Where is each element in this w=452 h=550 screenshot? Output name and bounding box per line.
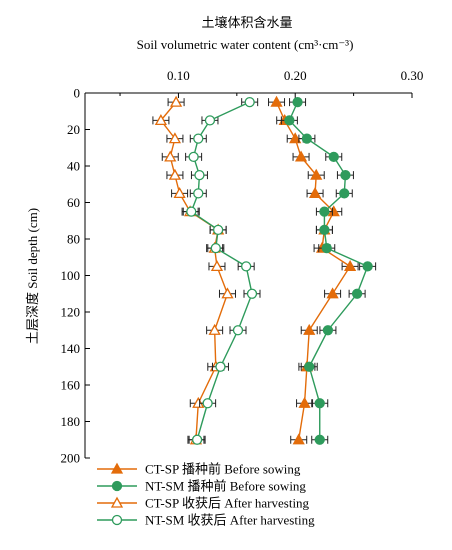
chart-title-cn: 土壤体积含水量 bbox=[201, 15, 292, 30]
data-point bbox=[193, 188, 204, 199]
series-2 bbox=[280, 96, 377, 445]
data-point bbox=[210, 260, 224, 272]
data-point bbox=[208, 323, 221, 335]
data-point bbox=[304, 361, 315, 372]
legend-entry: NT-SM 收获后 After harvesting bbox=[97, 513, 315, 528]
data-point bbox=[310, 168, 323, 180]
data-point bbox=[340, 169, 351, 181]
data-point bbox=[191, 434, 203, 445]
y-tick-label: 0 bbox=[74, 86, 81, 101]
y-axis-label: 土层深度 Soil depth (cm) bbox=[25, 208, 40, 344]
y-tick-label: 60 bbox=[67, 195, 80, 210]
data-point bbox=[303, 323, 316, 335]
series-4 bbox=[182, 96, 261, 445]
data-point bbox=[294, 150, 308, 162]
data-point bbox=[321, 242, 332, 254]
data-point bbox=[319, 224, 330, 236]
y-tick-label: 180 bbox=[61, 414, 81, 429]
axes-group: 0.10 0.20 0.30 0 20 40 60 80 100 120 140 160 180 200 bbox=[61, 68, 424, 466]
data-point bbox=[173, 187, 186, 199]
data-point bbox=[339, 188, 350, 199]
legend-label: NT-SM 收获后 After harvesting bbox=[145, 513, 315, 528]
data-point bbox=[244, 96, 255, 108]
data-point bbox=[270, 95, 283, 107]
legend-label: NT-SM 播种前 Before sowing bbox=[145, 479, 306, 494]
data-point bbox=[204, 115, 216, 126]
legend-label: CT-SP 收获后 After harvesting bbox=[145, 496, 310, 511]
legend-marker bbox=[111, 514, 123, 526]
data-point bbox=[202, 398, 213, 409]
y-tick-label: 100 bbox=[61, 268, 81, 283]
data-point bbox=[215, 361, 226, 372]
data-point bbox=[154, 114, 168, 126]
legend-entry: CT-SP 播种前 Before sowing bbox=[97, 462, 301, 477]
data-point bbox=[326, 287, 339, 299]
y-tick-label: 160 bbox=[61, 378, 81, 393]
data-point bbox=[168, 132, 182, 144]
data-point bbox=[169, 95, 183, 107]
data-point bbox=[284, 115, 295, 126]
legend-entry: NT-SM 播种前 Before sowing bbox=[97, 479, 306, 494]
data-point bbox=[301, 133, 313, 144]
series-1 bbox=[268, 95, 359, 445]
data-point bbox=[194, 169, 205, 181]
data-point bbox=[193, 133, 204, 144]
data-point bbox=[362, 261, 373, 272]
data-point bbox=[210, 242, 221, 254]
chart-title-en: Soil volumetric water content (cm³·cm⁻³) bbox=[137, 37, 354, 52]
data-point bbox=[212, 224, 224, 236]
data-point bbox=[292, 96, 303, 108]
data-point bbox=[186, 206, 197, 217]
y-tick-label: 140 bbox=[61, 341, 81, 356]
data-point bbox=[322, 325, 334, 336]
y-tick-label: 120 bbox=[61, 305, 81, 320]
data-point bbox=[289, 132, 302, 144]
data-point bbox=[188, 151, 199, 163]
data-point bbox=[343, 260, 357, 272]
legend: CT-SP 播种前 Before sowing NT-SM 播种前 Before … bbox=[97, 462, 315, 528]
data-point bbox=[314, 398, 325, 409]
data-point bbox=[232, 325, 244, 336]
legend-label: CT-SP 播种前 Before sowing bbox=[145, 462, 301, 477]
data-point bbox=[246, 288, 258, 299]
series-line bbox=[275, 101, 352, 440]
series-3 bbox=[152, 95, 236, 445]
plot-area bbox=[152, 95, 377, 445]
x-tick-label: 0.30 bbox=[401, 68, 424, 83]
y-tick-label: 200 bbox=[61, 451, 81, 466]
y-tick-label: 20 bbox=[67, 122, 80, 137]
data-point bbox=[168, 168, 182, 180]
data-point bbox=[292, 433, 305, 445]
y-tick-label: 80 bbox=[67, 232, 80, 247]
data-point bbox=[314, 434, 325, 445]
legend-marker bbox=[110, 462, 124, 474]
data-point bbox=[164, 150, 177, 162]
data-point bbox=[351, 288, 363, 299]
data-point bbox=[298, 396, 311, 408]
x-tick-label: 0.10 bbox=[167, 68, 190, 83]
data-point bbox=[319, 206, 330, 217]
data-point bbox=[308, 187, 322, 199]
x-tick-label: 0.20 bbox=[284, 68, 307, 83]
data-point bbox=[221, 287, 234, 299]
data-point bbox=[328, 151, 339, 163]
legend-marker bbox=[111, 480, 123, 492]
legend-marker bbox=[110, 496, 124, 508]
legend-entry: CT-SP 收获后 After harvesting bbox=[97, 496, 310, 511]
y-tick-label: 40 bbox=[67, 159, 80, 174]
data-point bbox=[241, 261, 252, 272]
